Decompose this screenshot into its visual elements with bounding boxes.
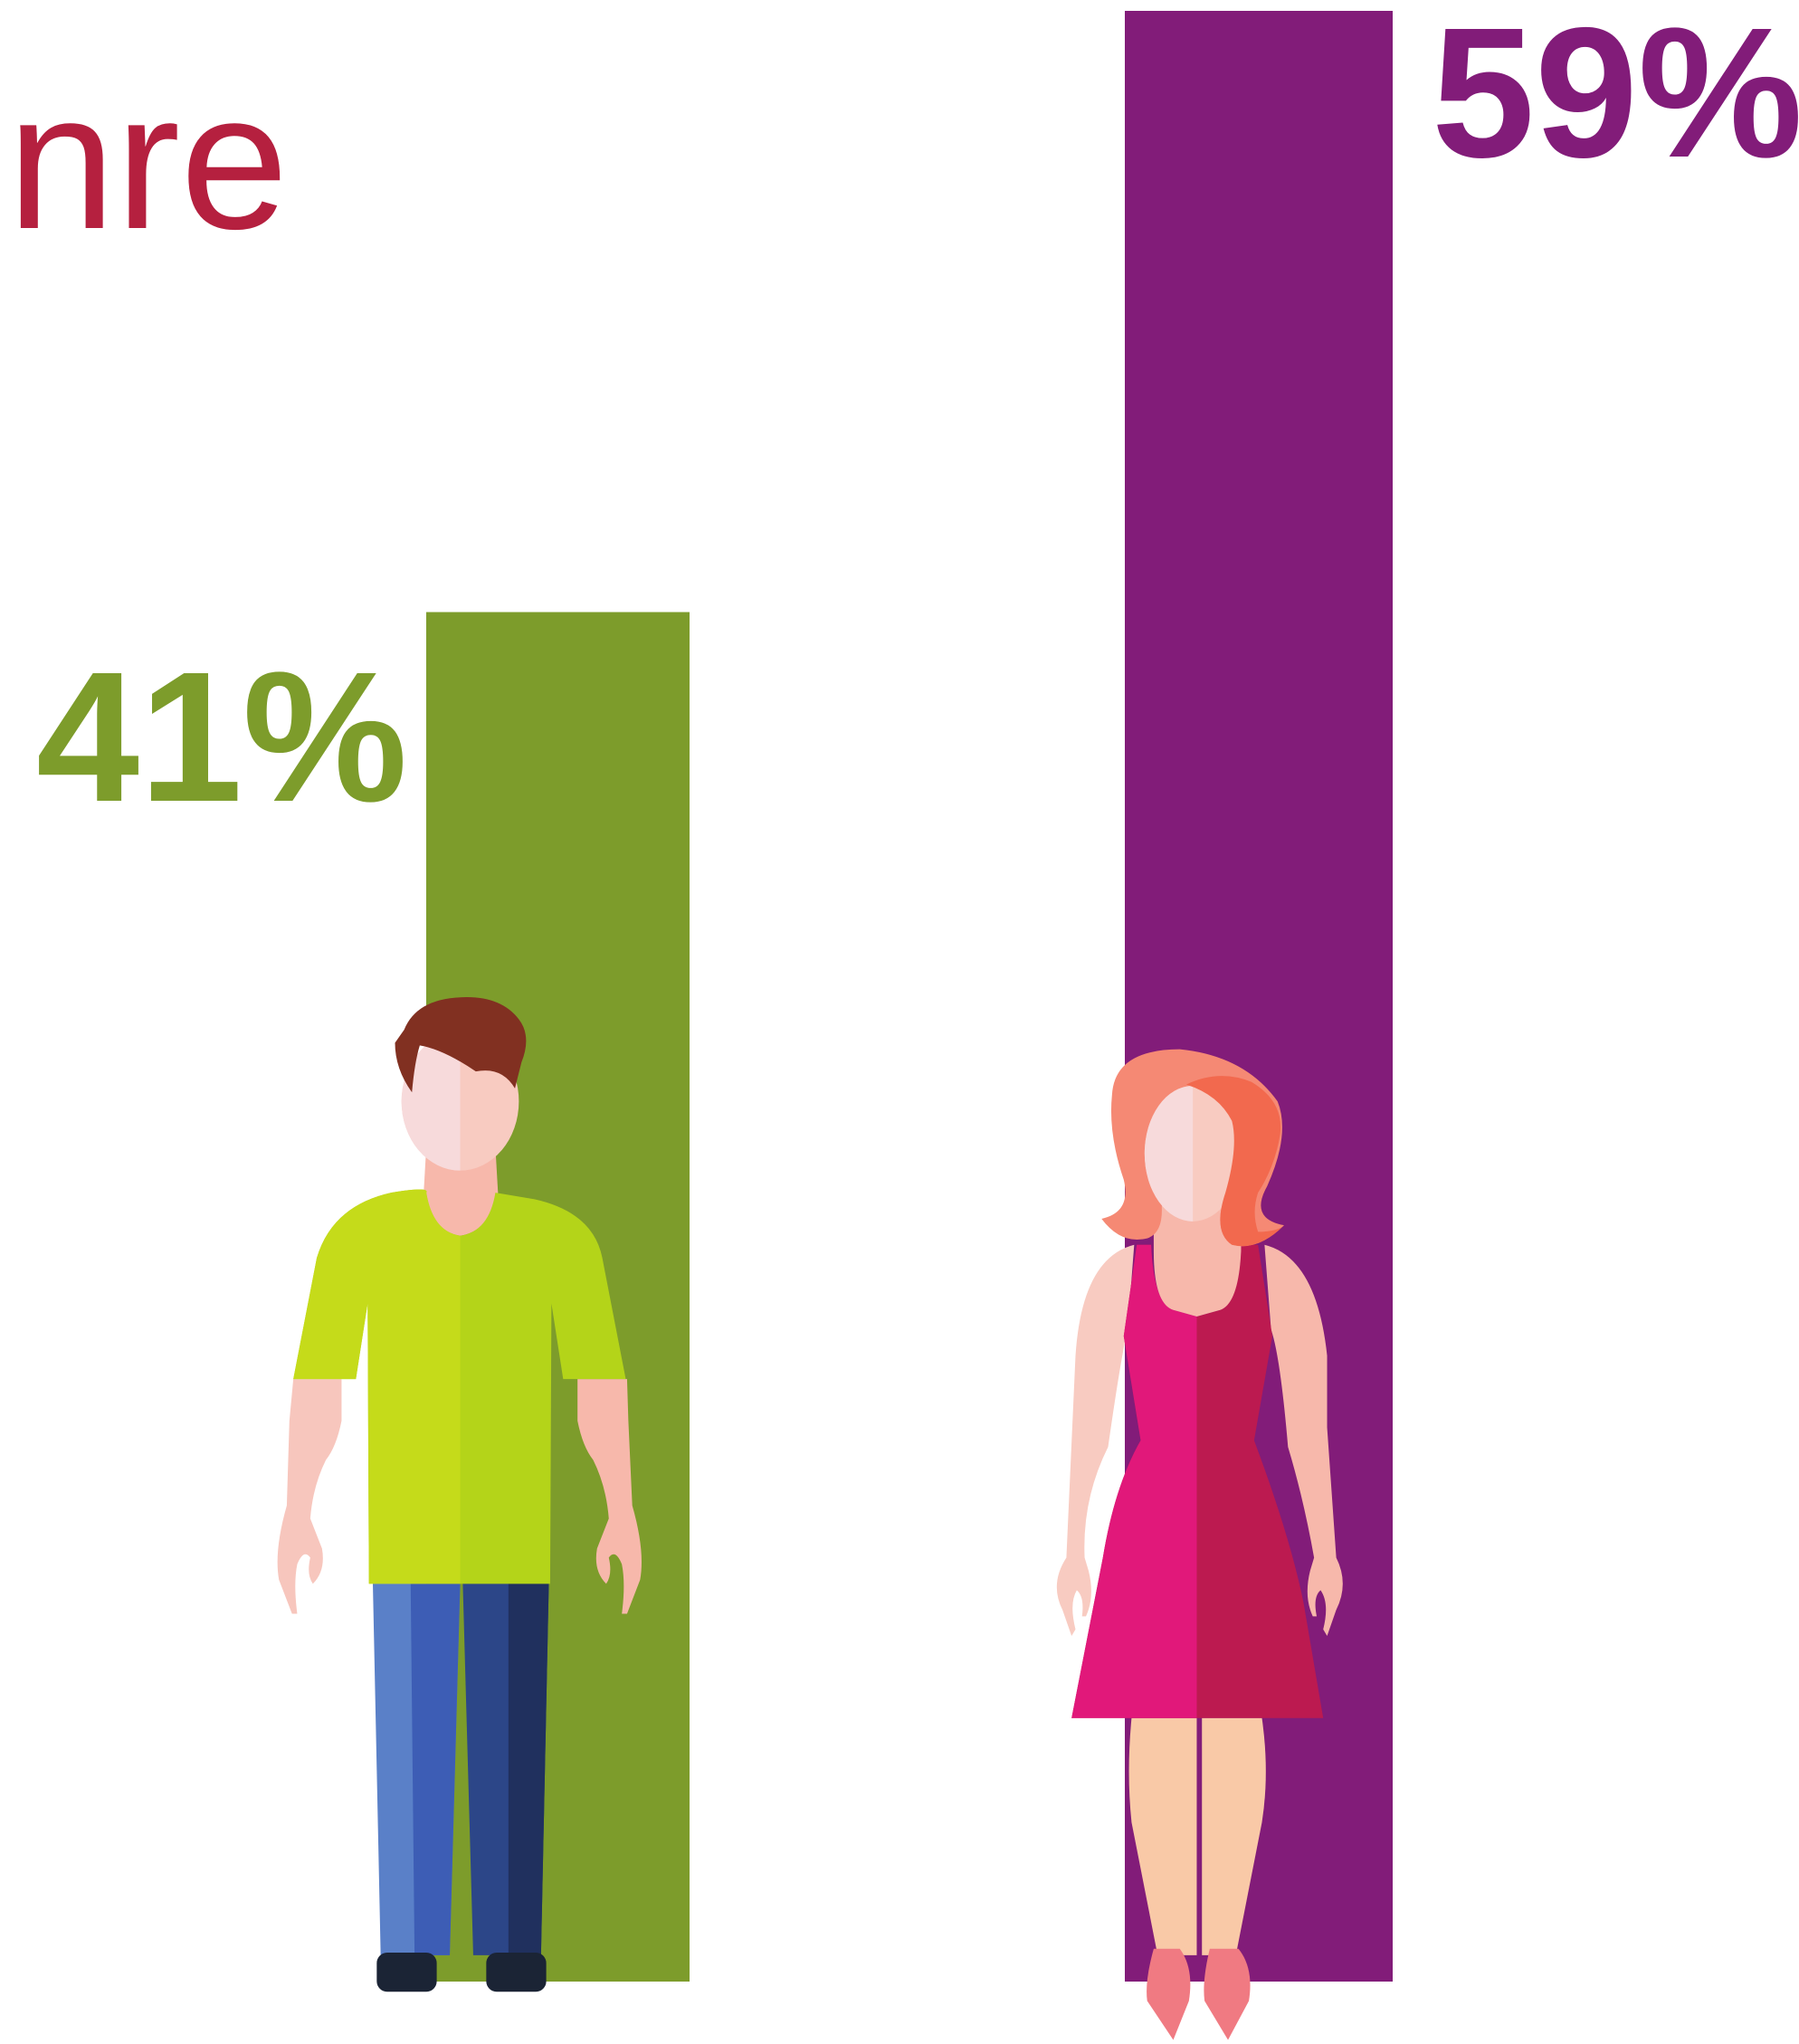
figures <box>278 997 1343 2039</box>
chart-title: nre <box>7 52 289 270</box>
value-label: 41% <box>36 633 407 841</box>
page: {"chart_data": {"type": "bar", "title": … <box>0 0 1799 2044</box>
value-label: 59% <box>1432 0 1799 196</box>
chart: nre <box>0 0 1799 2044</box>
